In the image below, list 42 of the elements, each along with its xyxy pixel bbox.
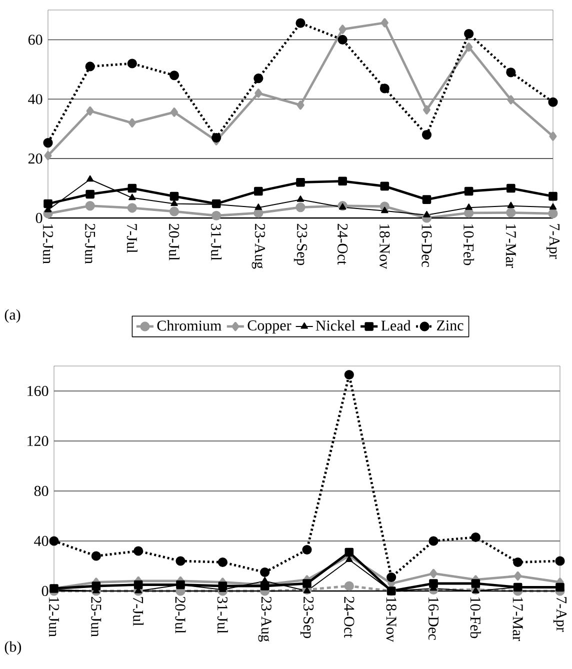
x-tick-label: 7-Jul [133,597,144,626]
x-tick-label: 7-Jul [127,224,138,253]
x-tick-label: 18-Nov [386,598,397,642]
y-tick-label: 120 [28,436,48,446]
x-tick-label: 18-Nov [380,224,390,270]
x-tick-label: 16-Dec [428,598,439,640]
legend-label: Lead [382,320,411,331]
y-tick-label: 160 [28,386,48,396]
x-tick-label: 23-Aug [252,224,266,269]
x-tick-label: 31-Jul [211,224,222,260]
x-tick-label: 7-Apr [546,224,560,259]
x-tick-label: 7-Apr [554,597,567,632]
x-tick-label: 17-Mar [513,598,524,642]
x-tick-label: 25-Jun [85,224,96,264]
legend-label: Chromium [158,320,222,331]
y-tick-label: 0 [42,586,48,596]
legend-label: Nickel [316,320,356,331]
y-tick-label: 80 [34,486,48,496]
text: (b) [5,641,22,655]
y-tick-label: 20 [28,154,42,164]
x-tick-label: 10-Feb [470,598,482,638]
x-tick-label: 16-Dec [422,224,432,267]
text: (a) [5,309,20,323]
y-tick-label: 40 [28,94,42,104]
x-tick-label: 23-Sep [300,596,314,638]
x-tick-label: 23-Aug [258,596,272,642]
y-tick-label: 60 [28,34,42,45]
y-tick-label: 40 [34,536,48,546]
legend-label: Zinc [437,320,464,330]
x-tick-label: 17-Mar [506,224,516,268]
x-tick-label: 24-Oct [338,224,348,265]
y-tick-label: 0 [36,212,42,224]
x-tick-label: 12-Jun [43,224,54,264]
x-tick-label: 20-Jul [169,224,180,260]
x-tick-label: 12-Jun [49,598,60,637]
x-tick-label: 25-Jun [91,596,102,637]
legend-label: Copper [248,320,292,334]
x-tick-label: 31-Jul [218,596,228,634]
x-tick-label: 24-Oct [344,596,354,638]
x-tick-label: 23-Sep [294,224,308,266]
x-tick-label: 20-Jul [175,596,186,634]
x-tick-label: 10-Feb [464,224,474,266]
